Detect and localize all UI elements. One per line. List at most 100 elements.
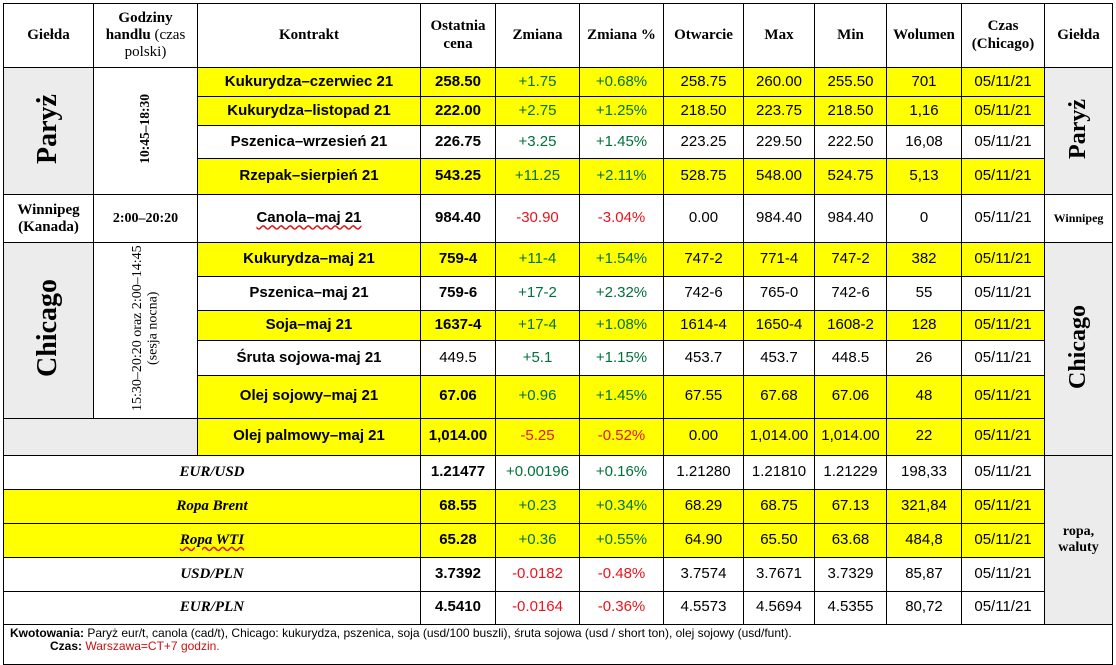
open-cell: 0.00	[663, 194, 744, 243]
last-cell: 4.5410	[420, 590, 496, 625]
volume-cell: 128	[886, 309, 962, 341]
footer-time-text: Warszawa=CT+7 godzin.	[85, 638, 220, 653]
table-row: Pszenica–maj 21 759-6 +17-2 +2.32% 742-6…	[4, 275, 1113, 311]
last-cell: 222.00	[420, 96, 496, 126]
contract-cell: Kukurydza–maj 21	[197, 242, 421, 277]
change-pct-cell: +1.15%	[579, 339, 664, 376]
footer-time-label: Czas:	[50, 638, 83, 653]
open-cell: 258.75	[663, 67, 744, 97]
time-cell: 05/11/21	[961, 242, 1045, 277]
volume-cell: 382	[886, 242, 962, 277]
time-cell: 05/11/21	[961, 454, 1045, 490]
last-cell: 1.21477	[420, 454, 496, 490]
volume-cell: 701	[886, 67, 962, 97]
last-cell: 1637-4	[420, 309, 496, 341]
max-cell: 453.7	[743, 339, 815, 376]
max-cell: 771-4	[743, 242, 815, 277]
contract-cell: Kukurydza–czerwiec 21	[197, 67, 421, 97]
change-pct-cell: +2.32%	[579, 275, 664, 311]
exchange-winnipeg: Winnipeg (Kanada)	[3, 194, 94, 243]
quotes-table: Giełda Godziny handlu (czas polski) Kont…	[3, 3, 1113, 665]
table-row: USD/PLN 3.7392 -0.0182 -0.48% 3.7574 3.7…	[3, 556, 1113, 592]
contract-cell: Canola–maj 21	[197, 194, 421, 243]
exchange-chicago: Chicago	[3, 242, 94, 419]
table-row: Rzepak–sierpień 21 543.25 +11.25 +2.11% …	[4, 158, 1113, 195]
header-last: Ostatnia cena	[420, 3, 496, 68]
change-cell: -0.0164	[495, 590, 580, 625]
open-cell: 4.5573	[663, 590, 744, 625]
exchange-fx: ropa, waluty	[1044, 454, 1113, 625]
volume-cell: 484,8	[886, 522, 962, 558]
min-cell: 222.50	[814, 125, 887, 159]
header-change-pct: Zmiana %	[579, 3, 664, 68]
max-cell: 984.40	[743, 194, 815, 243]
time-cell: 05/11/21	[961, 309, 1045, 341]
footer-quotes-label: Kwotowania:	[10, 625, 84, 640]
time-cell: 05/11/21	[961, 522, 1045, 558]
header-change: Zmiana	[495, 3, 580, 68]
change-cell: +5.1	[495, 339, 580, 376]
exchange-paris-right: Paryż	[1044, 67, 1113, 195]
time-cell: 05/11/21	[961, 590, 1045, 625]
contract-cell: Soja–maj 21	[197, 309, 421, 341]
change-cell: +11.25	[495, 158, 580, 195]
table-row: Winnipeg (Kanada) 2:00–20:20 Canola–maj …	[3, 194, 1113, 243]
contract-cell: EUR/USD	[3, 454, 421, 490]
table-row: Pszenica–wrzesień 21 226.75 +3.25 +1.45%…	[4, 125, 1113, 159]
max-cell: 1.21810	[743, 454, 815, 490]
last-cell: 67.06	[420, 374, 496, 419]
max-cell: 548.00	[743, 158, 815, 195]
change-pct-cell: +1.25%	[579, 96, 664, 126]
hours-chicago-label: 15:30–20:20 oraz 2:00–14:45 (sesja nocna…	[130, 245, 161, 411]
contract-cell: Śruta sojowa-maj 21	[197, 339, 421, 376]
change-cell: +17-2	[495, 275, 580, 311]
min-cell: 1608-2	[814, 309, 887, 341]
contract-cell: Ropa WTI	[3, 522, 421, 558]
header-hours-note: (czas polski)	[124, 26, 186, 61]
change-pct-cell: -0.48%	[579, 556, 664, 592]
exchange-winnipeg-right: Winnipeg	[1044, 194, 1113, 243]
header-min: Min	[814, 3, 887, 68]
change-pct-cell: +1.54%	[579, 242, 664, 277]
last-cell: 759-6	[420, 275, 496, 311]
commodity-quotes-sheet: Giełda Godziny handlu (czas polski) Kont…	[3, 3, 1113, 665]
last-cell: 3.7392	[420, 556, 496, 592]
change-cell: +3.25	[495, 125, 580, 159]
contract-cell: Olej palmowy–maj 21	[197, 417, 421, 456]
footer-time-line: Czas: Warszawa=CT+7 godzin.	[10, 638, 220, 653]
last-cell: 449.5	[420, 339, 496, 376]
min-cell: 255.50	[814, 67, 887, 97]
footer-quotes-text: Paryż eur/t, canola (cad/t), Chicago: ku…	[87, 625, 792, 640]
header-volume: Wolumen	[886, 3, 962, 68]
min-cell: 524.75	[814, 158, 887, 195]
min-cell: 448.5	[814, 339, 887, 376]
table-row: Paryż 10:45–18:30 Kukurydza–czerwiec 21 …	[3, 67, 1113, 195]
time-cell: 05/11/21	[961, 96, 1045, 126]
footer-quotes-line: Kwotowania: Paryż eur/t, canola (cad/t),…	[10, 625, 1106, 640]
time-cell: 05/11/21	[961, 556, 1045, 592]
change-pct-cell: +0.68%	[579, 67, 664, 97]
open-cell: 64.90	[663, 522, 744, 558]
change-cell: +11-4	[495, 242, 580, 277]
last-cell: 1,014.00	[420, 417, 496, 456]
change-pct-cell: -0.36%	[579, 590, 664, 625]
contract-cell: Olej sojowy–maj 21	[197, 374, 421, 419]
min-cell: 67.13	[814, 488, 887, 524]
contract-cell: Pszenica–wrzesień 21	[197, 125, 421, 159]
change-cell: +1.75	[495, 67, 580, 97]
change-cell: +0.00196	[495, 454, 580, 490]
volume-cell: 16,08	[886, 125, 962, 159]
change-cell: +0.36	[495, 522, 580, 558]
change-pct-cell: -0.52%	[579, 417, 664, 456]
volume-cell: 5,13	[886, 158, 962, 195]
last-cell: 759-4	[420, 242, 496, 277]
volume-cell: 321,84	[886, 488, 962, 524]
contract-canola-label: Canola–maj 21	[256, 209, 362, 227]
exchange-chicago-right: Chicago	[1044, 242, 1113, 456]
change-pct-cell: +1.45%	[579, 374, 664, 419]
max-cell: 65.50	[743, 522, 815, 558]
change-pct-cell: +1.45%	[579, 125, 664, 159]
contract-cell: EUR/PLN	[3, 590, 421, 625]
time-cell: 05/11/21	[961, 275, 1045, 311]
volume-cell: 198,33	[886, 454, 962, 490]
